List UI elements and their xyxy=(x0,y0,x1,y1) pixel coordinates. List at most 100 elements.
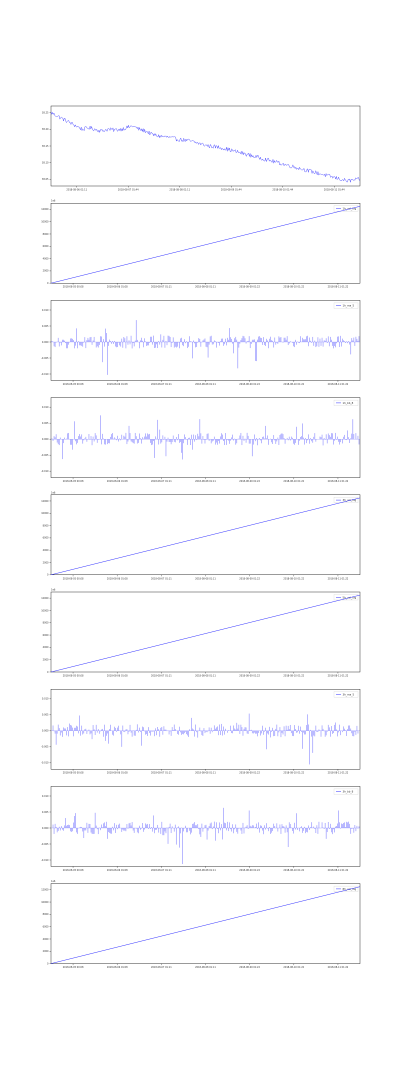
x-tick-label: 2018-08-10 01:22 xyxy=(283,383,304,386)
y-tick-label: 4000 xyxy=(43,549,49,552)
y-tick-label: -0.005 xyxy=(41,357,49,360)
y-tick-label: 38.20 xyxy=(42,128,49,131)
y-tick-label: 6000 xyxy=(43,925,49,928)
y-tick-label: 0.005 xyxy=(42,325,49,328)
series-line xyxy=(50,886,361,964)
axis-offset-label: 1e6 xyxy=(51,880,56,883)
y-tick-label: 4000 xyxy=(43,257,49,260)
x-tick-label: 2018-08-09 01:22 xyxy=(239,480,260,483)
y-tick-label: 12000 xyxy=(41,597,49,600)
series-line xyxy=(50,206,361,284)
y-tick-label: 6000 xyxy=(43,245,49,248)
y-tick-label: -0.010 xyxy=(41,373,49,376)
x-tick-label: 2018-08-05 00:08 xyxy=(63,675,84,678)
legend-box xyxy=(333,302,359,309)
x-tick-label: 2018-08-09 01:22 xyxy=(239,286,260,289)
y-tick-label: 0 xyxy=(47,962,49,965)
y-tick-label: 38.15 xyxy=(42,145,49,148)
plot-frame xyxy=(50,689,361,770)
legend-box xyxy=(333,205,359,212)
x-tick-label: 2018-08-08 01:11 xyxy=(195,772,216,775)
x-tick-label: 2018-08-07 01:11 xyxy=(151,772,172,775)
y-tick-label: 0 xyxy=(47,671,49,674)
y-tick-label: -0.010 xyxy=(41,762,49,765)
y-tick-label: 10000 xyxy=(41,609,49,612)
y-tick-label: 10000 xyxy=(41,512,49,515)
axis-offset-label: 1e6 xyxy=(51,200,56,203)
y-tick-label: 2000 xyxy=(43,658,49,661)
y-tick-label: 6000 xyxy=(43,537,49,540)
y-tick-label: -0.010 xyxy=(41,470,49,473)
x-tick-label: 2018-08-06 01:08 xyxy=(107,383,128,386)
y-tick-label: 10000 xyxy=(41,220,49,223)
x-tick-label: 2018-08-06 01:08 xyxy=(107,675,128,678)
y-tick-label: 38.05 xyxy=(42,178,49,181)
subplot-9: 12000 10000 8000 6000 4000 2000 0 2018-08-05 00… xyxy=(41,880,361,969)
x-tick-label: 2018-08-11 01:22 xyxy=(328,480,349,483)
x-tick-label: 2018-08-11 01:22 xyxy=(328,383,349,386)
plot-frame xyxy=(50,105,361,187)
x-tick-label: 2018-08-05 00:08 xyxy=(63,966,84,969)
y-tick-label: 2000 xyxy=(43,561,49,564)
x-tick-label: 2018-08-08 01:11 xyxy=(169,189,190,192)
legend-label: 1h_vol_log xyxy=(343,207,357,211)
x-tick-label: 2018-08-11 01:22 xyxy=(328,577,349,580)
y-tick-label: 8000 xyxy=(43,524,49,527)
x-tick-label: 2018-08-08 01:11 xyxy=(195,675,216,678)
y-tick-label: 0.010 xyxy=(42,698,49,701)
y-tick-label: 0 xyxy=(47,574,49,577)
y-tick-label: 2000 xyxy=(43,950,49,953)
legend-label: 3h_vol_log xyxy=(343,498,357,502)
subplot-5: 12000 10000 8000 6000 4000 2000 0 2018-08-05 00… xyxy=(41,491,361,580)
legend-box xyxy=(333,885,359,892)
x-tick-label: 2018-08-09 01:22 xyxy=(239,869,260,872)
x-tick-label: 2018-08-07 01:11 xyxy=(151,869,172,872)
x-tick-label: 2018-08-05 00:08 xyxy=(63,383,84,386)
y-tick-label: 0.005 xyxy=(42,714,49,717)
y-tick-label: 8000 xyxy=(43,622,49,625)
x-tick-label: 2018-08-08 01:11 xyxy=(195,577,216,580)
y-tick-label: -0.005 xyxy=(41,746,49,749)
x-tick-label: 2018-08-09 01:22 xyxy=(239,966,260,969)
legend-label: 3h_ma_5 xyxy=(343,693,355,697)
x-tick-label: 2018-08-08 01:11 xyxy=(195,286,216,289)
y-tick-label: 4000 xyxy=(43,938,49,941)
axis-offset-label: 1e6 xyxy=(51,491,56,494)
y-tick-label: 12000 xyxy=(41,500,49,503)
x-tick-label: 2018-08-07 01:11 xyxy=(151,286,172,289)
x-tick-label: 2018-08-11 01:22 xyxy=(328,675,349,678)
legend-label: 1h_ma_5 xyxy=(343,304,355,308)
x-tick-label: 2018-08-06 01:08 xyxy=(107,480,128,483)
x-tick-label: 2018-08-08 01:11 xyxy=(195,869,216,872)
series-line xyxy=(50,497,361,576)
y-tick-label: 0.010 xyxy=(42,309,49,312)
y-tick-label: 4000 xyxy=(43,646,49,649)
plot-frame xyxy=(50,786,361,867)
legend-box xyxy=(333,691,359,698)
y-tick-label: 12000 xyxy=(41,208,49,211)
y-tick-label: 2000 xyxy=(43,270,49,273)
x-tick-label: 2018-08-09 01:44 xyxy=(221,189,242,192)
x-tick-label: 2018-08-09 01:22 xyxy=(239,772,260,775)
y-tick-label: 12000 xyxy=(41,889,49,892)
x-tick-label: 2018-08-06 01:08 xyxy=(107,966,128,969)
x-tick-label: 2018-08-10 01:22 xyxy=(283,480,304,483)
x-tick-label: 2018-08-07 01:11 xyxy=(151,577,172,580)
plot-frame xyxy=(50,883,361,964)
y-tick-label: 0 xyxy=(47,282,49,285)
subplot-3: 0.010 0.005 0.000 -0.005 -0.010 2018-08-05 00… xyxy=(41,300,361,386)
y-tick-label: 8000 xyxy=(43,233,49,236)
y-tick-label: 38.25 xyxy=(42,111,49,114)
y-tick-label: 0.005 xyxy=(42,811,49,814)
legend-box xyxy=(333,497,359,503)
plot-frame xyxy=(50,202,361,284)
x-tick-label: 2018-08-10 01:22 xyxy=(283,286,304,289)
x-tick-label: 2018-08-07 01:44 xyxy=(118,189,139,192)
x-tick-label: 2018-08-09 01:22 xyxy=(239,675,260,678)
y-tick-label: 0.000 xyxy=(42,827,49,830)
x-tick-label: 2018-08-10 01:22 xyxy=(283,772,304,775)
subplot-1: 38.25 38.20 38.15 38.10 38.05 2018-08-06 01:1… xyxy=(42,105,361,192)
plot-frame xyxy=(50,300,361,381)
y-tick-label: 10000 xyxy=(41,901,49,904)
x-tick-label: 2018-08-06 01:08 xyxy=(107,869,128,872)
